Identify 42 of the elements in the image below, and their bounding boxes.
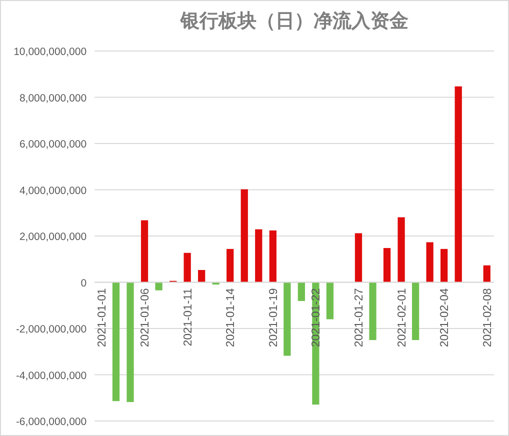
x-tick-label: 2021-01-06: [140, 288, 152, 348]
bar: [269, 230, 276, 282]
bar: [483, 265, 490, 282]
bar: [284, 282, 291, 356]
y-tick-label: -2,000,000,000: [16, 324, 87, 336]
y-tick-label: 10,000,000,000: [14, 46, 87, 58]
bar: [354, 233, 362, 282]
y-tick-label: 0: [80, 277, 87, 290]
x-tick-label: 2021-01-01: [96, 288, 109, 348]
x-tick-label: 2021-01-22: [310, 288, 323, 348]
bar: [140, 220, 148, 282]
bar: [255, 229, 262, 282]
x-tick-label: 2021-01-11: [182, 288, 194, 346]
bar: [126, 282, 134, 402]
bar: [240, 189, 248, 282]
y-tick-label: -4,000,000,000: [16, 370, 87, 382]
x-tick-label: 2021-01-14: [225, 288, 238, 348]
bar: [298, 282, 305, 301]
bar: [184, 252, 191, 282]
x-tick-label: 2021-02-08: [482, 288, 494, 348]
bar: [454, 86, 462, 282]
bar: [226, 248, 234, 282]
x-tick-label: 2021-02-04: [439, 288, 452, 348]
x-tick-label: 2021-01-19: [268, 288, 280, 348]
bar: [383, 248, 391, 282]
bar: [412, 282, 420, 340]
bar: [326, 282, 334, 320]
bar: [369, 282, 376, 340]
bar: [426, 242, 434, 282]
y-tick-label: 2,000,000,000: [19, 231, 87, 243]
bar: [398, 217, 405, 282]
x-tick-label: 2021-01-27: [353, 288, 366, 348]
x-tick-label: 2021-02-01: [396, 288, 408, 348]
bar: [155, 282, 162, 290]
bar: [112, 282, 120, 402]
y-tick-label: 8,000,000,000: [19, 92, 87, 104]
y-tick-label: 4,000,000,000: [19, 184, 87, 197]
y-tick-label: 6,000,000,000: [19, 138, 87, 150]
chart-title: 银行板块（日）净流入资金: [179, 10, 408, 32]
y-tick-label: -6,000,000,000: [16, 416, 87, 428]
bar: [198, 270, 206, 282]
bar: [440, 248, 448, 282]
